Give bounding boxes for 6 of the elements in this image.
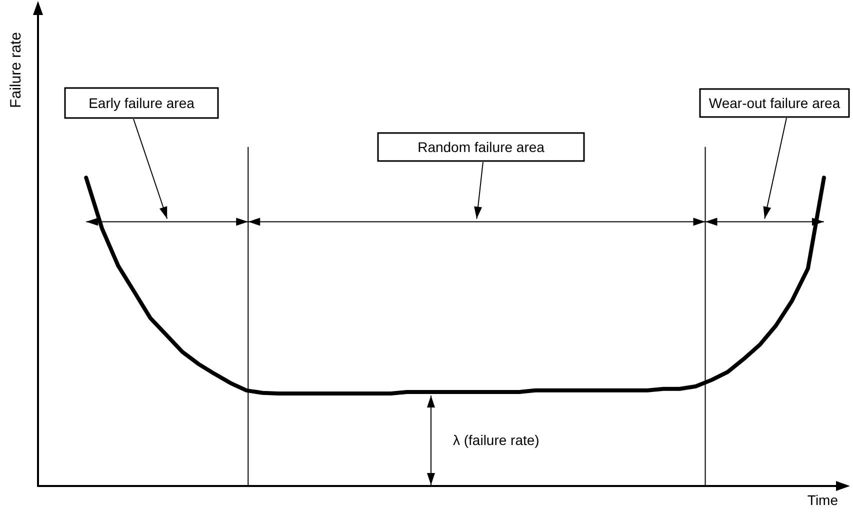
annotation: λ (failure rate) xyxy=(452,432,540,448)
y-axis-title: Failure rate xyxy=(8,32,24,108)
x-axis-title: Time xyxy=(807,492,838,508)
text: Early failure area xyxy=(88,95,195,111)
text: Wear-out failure area xyxy=(708,95,840,111)
text: Random failure area xyxy=(418,139,545,155)
